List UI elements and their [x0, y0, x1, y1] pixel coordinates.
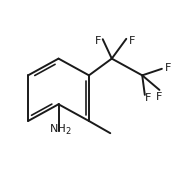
Text: F: F	[165, 63, 171, 73]
Text: NH: NH	[50, 124, 67, 134]
Text: F: F	[128, 36, 135, 46]
Text: F: F	[145, 93, 152, 103]
Text: F: F	[95, 36, 101, 46]
Text: F: F	[156, 92, 162, 102]
Text: 2: 2	[65, 127, 70, 136]
